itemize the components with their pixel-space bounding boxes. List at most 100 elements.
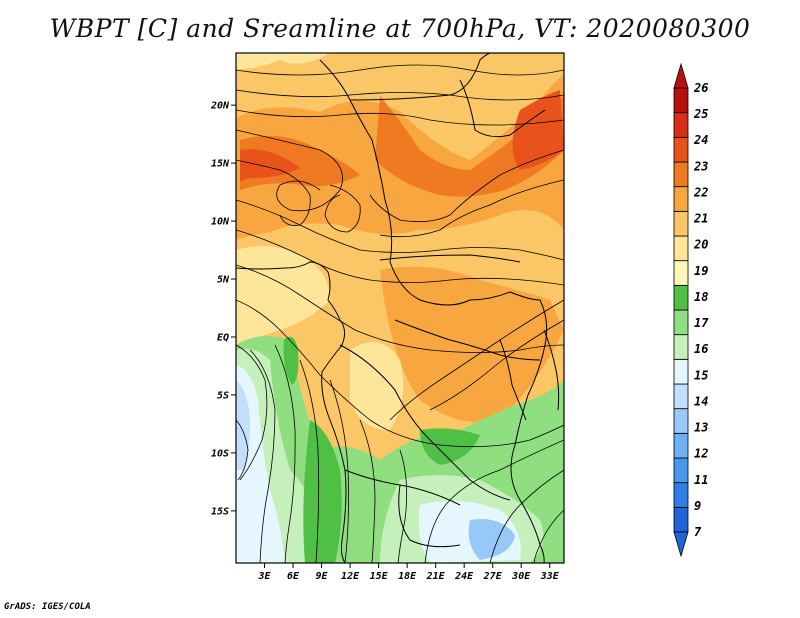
lat-tick-label: 5N <box>217 275 230 286</box>
colorbar-segment <box>673 309 689 336</box>
colorbar-label: 13 <box>694 421 708 435</box>
colorbar-segment <box>673 432 689 459</box>
colorbar-label: 17 <box>694 316 709 330</box>
lon-tick-label: 27E <box>483 571 503 582</box>
colorbar-segment <box>673 112 689 138</box>
field-14-west <box>236 380 250 470</box>
streamline <box>274 344 296 563</box>
colorbar-segment <box>673 136 689 163</box>
field-19-congo <box>350 342 404 430</box>
border-drc <box>394 319 541 361</box>
border-lake <box>499 339 527 421</box>
colorbar-label: 21 <box>693 212 708 226</box>
lat-tick-label: 10N <box>211 217 230 228</box>
colorbar-label: 22 <box>693 185 708 199</box>
colorbar-segment <box>673 457 689 484</box>
lon-tick-label: 21E <box>426 571 446 582</box>
field-13-south <box>468 519 515 560</box>
colorbar-label: 19 <box>694 264 708 278</box>
credit-label: GrADS: IGES/COLA <box>4 602 91 612</box>
lon-tick-label: 3E <box>257 571 271 582</box>
field-18-east <box>420 428 480 465</box>
colorbar-label: 20 <box>693 238 708 252</box>
streamline-vortex <box>324 184 361 233</box>
colorbar-label: 9 <box>694 499 701 513</box>
field-23-east <box>375 95 564 197</box>
colorbar-label: 26 <box>693 81 708 95</box>
lon-tick-label: 18E <box>398 571 417 582</box>
streamline <box>389 299 564 421</box>
coastline-east <box>543 329 560 411</box>
field-24-east <box>512 90 564 170</box>
streamline <box>369 149 564 223</box>
lon-tick-label: 33E <box>540 571 560 582</box>
streamline <box>489 469 564 563</box>
colorbar-segment <box>673 235 689 262</box>
streamline <box>236 159 311 226</box>
lon-tick-label: 9E <box>316 571 329 582</box>
lon-tick-label: 12E <box>341 571 360 582</box>
streamline <box>236 229 564 286</box>
map-title: WBPT [C] and Sreamline at 700hPa, VT: 20… <box>49 14 751 43</box>
colorbar-segment <box>673 210 689 237</box>
map-panel: 20N 15N 10N 5N EQ 5S 10S 15S 3E 6E 9E 12E 15E 18E 21E… <box>210 52 565 582</box>
streamline <box>397 449 408 563</box>
streamline <box>359 419 376 563</box>
colorbar-extend-bottom <box>673 531 689 558</box>
colorbar: 7 9 11 12 13 14 15 16 17 18 19 20 21 22 23 24 25 26 <box>673 62 709 558</box>
streamline <box>249 349 276 563</box>
colorbar-segment <box>673 383 689 410</box>
streamline <box>236 299 564 448</box>
colorbar-label: 25 <box>693 107 708 121</box>
colorbar-label: 18 <box>694 290 708 304</box>
lat-tick-label: 15N <box>211 159 230 170</box>
streamlines <box>236 64 564 563</box>
lat-tick-label: 20N <box>210 101 230 112</box>
coastline-west <box>236 261 347 563</box>
colorbar-segment <box>673 161 689 188</box>
streamline <box>329 379 349 563</box>
border-north <box>349 53 491 101</box>
border-botswana <box>398 484 461 548</box>
colorbar-segment <box>673 334 689 360</box>
map-frame <box>235 52 565 564</box>
streamline <box>236 64 564 76</box>
colorbar-segment <box>673 482 689 508</box>
field-18-coast <box>283 336 299 385</box>
colorbar-label: 15 <box>694 368 708 382</box>
longitude-axis: 3E 6E 9E 12E 15E 18E 21E 24E 27E 30E 33E <box>257 563 560 582</box>
field-24-west <box>240 149 300 182</box>
lat-tick-label: 15S <box>211 506 229 517</box>
lon-tick-label: 6E <box>287 571 300 582</box>
colorbar-segment <box>673 186 689 212</box>
colorbar-label: 16 <box>694 342 708 356</box>
field-19-north <box>236 53 330 70</box>
streamline <box>236 129 343 212</box>
colorbar-label: 12 <box>694 447 708 461</box>
lon-tick-label: 30E <box>511 571 531 582</box>
lat-tick-label: EQ <box>217 332 229 343</box>
border-central <box>319 59 548 563</box>
border-angola <box>339 344 511 501</box>
lat-tick-label: 5S <box>217 390 229 401</box>
field-22-central <box>380 266 564 423</box>
colorbar-segment <box>673 87 689 114</box>
border-ne <box>459 79 546 138</box>
lat-tick-label: 10S <box>211 448 229 459</box>
colorbar-label: 7 <box>694 525 702 539</box>
colorbar-label: 23 <box>693 159 708 173</box>
streamline <box>424 439 564 563</box>
wbpt-shading <box>236 53 564 563</box>
colorbar-label: 24 <box>693 133 708 147</box>
streamline <box>236 109 564 126</box>
field-19-guinea <box>236 246 330 345</box>
latitude-axis: 20N 15N 10N 5N EQ 5S 10S 15S <box>210 101 236 517</box>
streamline <box>429 319 564 411</box>
country-borders <box>236 53 560 563</box>
streamline <box>236 419 249 481</box>
colorbar-segment <box>673 358 689 385</box>
streamline <box>236 264 564 353</box>
colorbar-extend-top <box>673 62 689 89</box>
colorbar-label: 14 <box>694 394 708 408</box>
